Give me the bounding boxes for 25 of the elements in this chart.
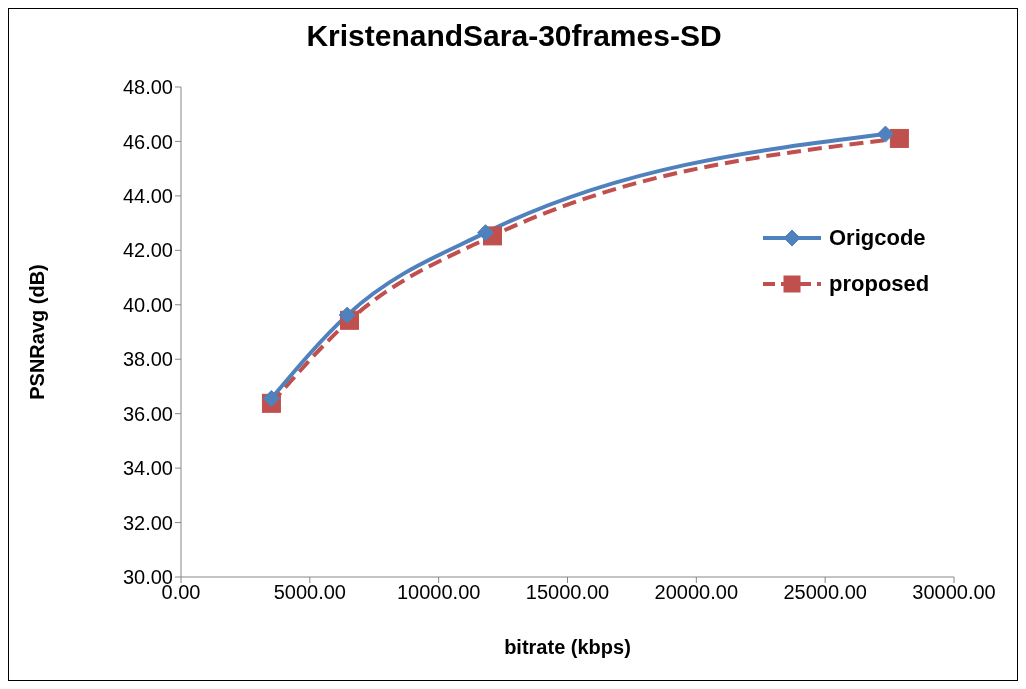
x-tick-label: 30000.00 — [912, 581, 996, 604]
point — [477, 224, 495, 242]
y-tick-label: 36.00 — [122, 402, 173, 425]
y-tick-label: 34.00 — [122, 457, 173, 480]
y-tick-label: 42.00 — [122, 239, 173, 262]
x-tick-label: 15000.00 — [525, 581, 610, 604]
point — [876, 125, 894, 143]
y-tick-label: 48.00 — [122, 76, 173, 99]
y-tick-label: 38.00 — [122, 348, 173, 371]
y-axis-title: PSNRavg (dB) — [26, 264, 49, 400]
point — [889, 128, 909, 148]
x-tick-label: 25000.00 — [783, 581, 867, 604]
x-tick-label: 10000.00 — [396, 581, 481, 604]
y-tick-label: 44.00 — [122, 184, 173, 207]
point — [262, 389, 280, 407]
y-tick-label: 46.00 — [122, 130, 173, 153]
chart-title: KristenandSara-30frames-SD — [305, 19, 723, 53]
x-axis-title: bitrate (kbps) — [504, 636, 631, 658]
y-tick-label: 32.00 — [122, 511, 173, 534]
y-tick-label: 40.00 — [122, 293, 173, 316]
point — [338, 306, 356, 324]
x-tick-label: 5000.00 — [273, 581, 346, 604]
x-tick-label: 20000.00 — [654, 581, 739, 604]
legend-label: Origcode — [829, 225, 926, 251]
legend-label: proposed — [829, 271, 930, 297]
